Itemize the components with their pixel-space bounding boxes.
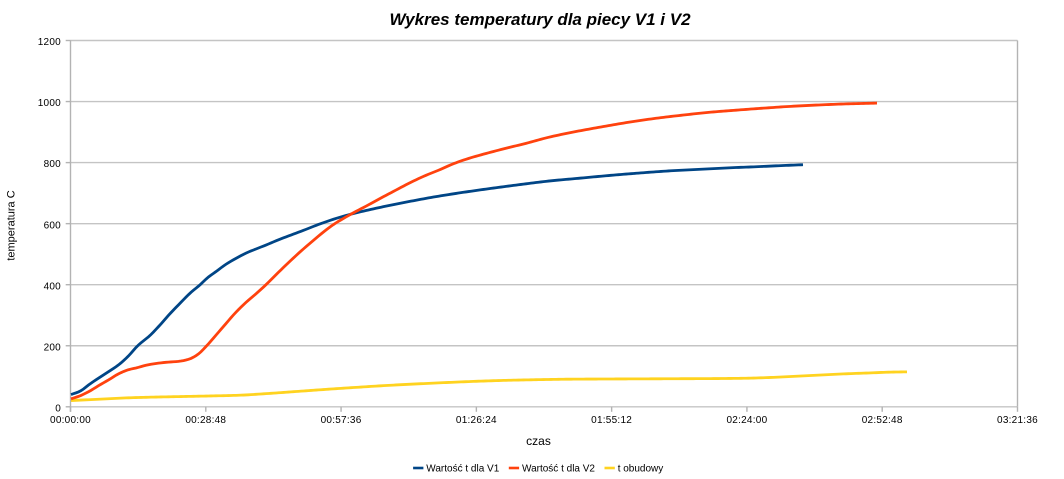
svg-text:1000: 1000 (38, 98, 61, 109)
svg-text:600: 600 (44, 220, 62, 231)
svg-text:0: 0 (55, 403, 61, 414)
svg-text:400: 400 (44, 281, 62, 292)
svg-text:03:21:36: 03:21:36 (997, 415, 1038, 426)
svg-text:00:28:48: 00:28:48 (185, 415, 226, 426)
svg-text:czas: czas (526, 434, 551, 448)
svg-text:t obudowy: t obudowy (618, 464, 664, 475)
svg-text:00:57:36: 00:57:36 (321, 415, 362, 426)
svg-text:00:00:00: 00:00:00 (50, 415, 91, 426)
svg-text:02:52:48: 02:52:48 (862, 415, 903, 426)
svg-text:Wartość t dla V1: Wartość t dla V1 (426, 464, 499, 475)
svg-text:02:24:00: 02:24:00 (726, 415, 767, 426)
svg-text:Wykres temperatury dla piecy V: Wykres temperatury dla piecy V1 i V2 (389, 10, 691, 29)
svg-text:200: 200 (44, 342, 62, 353)
svg-text:Wartość t dla V2: Wartość t dla V2 (522, 464, 595, 475)
svg-text:01:26:24: 01:26:24 (456, 415, 497, 426)
svg-text:1200: 1200 (38, 37, 61, 48)
svg-text:temperatura C: temperatura C (6, 190, 18, 260)
svg-text:01:55:12: 01:55:12 (591, 415, 632, 426)
svg-text:800: 800 (44, 159, 62, 170)
